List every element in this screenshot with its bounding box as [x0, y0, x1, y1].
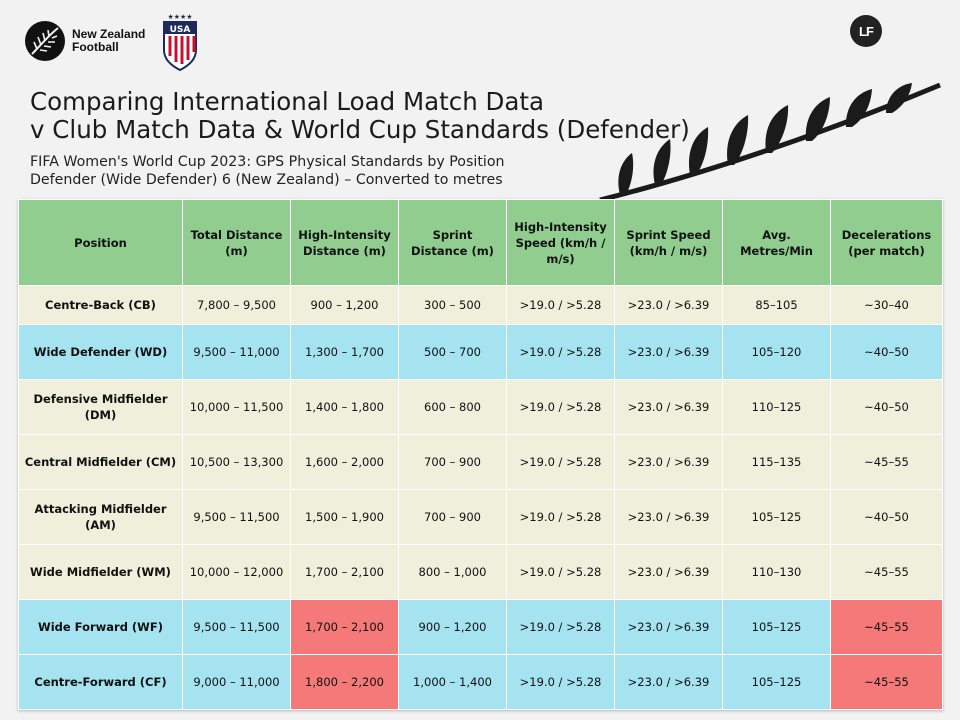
gps-standards-table: Position Total Distance (m) High-Intensi…	[18, 199, 943, 710]
column-header-decelerations: Decelerations (per match)	[830, 199, 943, 286]
table-cell: >19.0 / >5.28	[506, 379, 615, 435]
table-row: Attacking Midfielder (AM) 9,500 – 11,500…	[18, 489, 943, 545]
page-subtitle: FIFA Women's World Cup 2023: GPS Physica…	[30, 153, 505, 189]
table-cell: >23.0 / >6.39	[614, 285, 723, 325]
table-cell: 300 – 500	[398, 285, 507, 325]
table-row: Centre-Forward (CF) 9,000 – 11,000 1,800…	[18, 654, 943, 710]
position-cell: Centre-Back (CB)	[18, 285, 183, 325]
table-cell: 700 – 900	[398, 489, 507, 545]
position-cell: Wide Forward (WF)	[18, 599, 183, 655]
table-cell: 9,500 – 11,500	[182, 489, 291, 545]
table-cell: 105–125	[722, 599, 831, 655]
position-cell: Defensive Midfielder (DM)	[18, 379, 183, 435]
table-cell: >23.0 / >6.39	[614, 379, 723, 435]
table-cell: 600 – 800	[398, 379, 507, 435]
column-header-position: Position	[18, 199, 183, 286]
table-cell: ~30–40	[830, 285, 943, 325]
table-cell: >23.0 / >6.39	[614, 489, 723, 545]
table-cell: 105–120	[722, 324, 831, 380]
table-cell: >19.0 / >5.28	[506, 489, 615, 545]
highlighted-cell: ~45–55	[830, 654, 943, 710]
table-cell: 500 – 700	[398, 324, 507, 380]
new-zealand-football-logo: New Zealand Football	[24, 20, 145, 62]
position-cell: Wide Midfielder (WM)	[18, 544, 183, 600]
table-cell: 110–130	[722, 544, 831, 600]
table-cell: 1,700 – 2,100	[290, 544, 399, 600]
table-cell: >19.0 / >5.28	[506, 599, 615, 655]
table-cell: ~40–50	[830, 489, 943, 545]
table-cell: 1,300 – 1,700	[290, 324, 399, 380]
table-cell: 85–105	[722, 285, 831, 325]
nzf-logo-line1: New Zealand	[72, 27, 146, 41]
table-cell: ~40–50	[830, 379, 943, 435]
table-cell: 9,500 – 11,000	[182, 324, 291, 380]
table-cell: >19.0 / >5.28	[506, 654, 615, 710]
table-row: Wide Midfielder (WM) 10,000 – 12,000 1,7…	[18, 544, 943, 600]
position-cell: Attacking Midfielder (AM)	[18, 489, 183, 545]
table-cell: 10,500 – 13,300	[182, 434, 291, 490]
us-soccer-crest: ★★★★ USA	[160, 12, 200, 76]
table-cell: >23.0 / >6.39	[614, 599, 723, 655]
table-row: Central Midfielder (CM) 10,500 – 13,300 …	[18, 434, 943, 490]
table-cell: 10,000 – 12,000	[182, 544, 291, 600]
table-cell: 700 – 900	[398, 434, 507, 490]
table-cell: 1,400 – 1,800	[290, 379, 399, 435]
table-cell: 800 – 1,000	[398, 544, 507, 600]
column-header-sprint-speed: Sprint Speed (km/h / m/s)	[614, 199, 723, 286]
column-header-high-intensity-speed: High-Intensity Speed (km/h / m/s)	[506, 199, 615, 286]
lf-logo: LF	[850, 15, 882, 47]
nzf-logo-line2: Football	[72, 40, 119, 54]
position-cell: Centre-Forward (CF)	[18, 654, 183, 710]
subtitle-line-2: Defender (Wide Defender) 6 (New Zealand)…	[30, 172, 503, 188]
column-header-avg-metres-min: Avg. Metres/Min	[722, 199, 831, 286]
table-cell: 1,000 – 1,400	[398, 654, 507, 710]
table-cell: >23.0 / >6.39	[614, 654, 723, 710]
position-cell: Central Midfielder (CM)	[18, 434, 183, 490]
title-line-2: v Club Match Data & World Cup Standards …	[30, 115, 690, 144]
highlighted-cell: 1,700 – 2,100	[290, 599, 399, 655]
svg-text:USA: USA	[170, 25, 191, 35]
table-cell: >19.0 / >5.28	[506, 544, 615, 600]
table-cell: 9,000 – 11,000	[182, 654, 291, 710]
table-cell: >19.0 / >5.28	[506, 324, 615, 380]
silver-fern-decoration	[599, 82, 941, 203]
column-header-high-intensity-distance: High-Intensity Distance (m)	[290, 199, 399, 286]
table-cell: 110–125	[722, 379, 831, 435]
page-title: Comparing International Load Match Data …	[30, 88, 690, 144]
table-cell: 7,800 – 9,500	[182, 285, 291, 325]
table-cell: 115–135	[722, 434, 831, 490]
table-cell: >19.0 / >5.28	[506, 434, 615, 490]
table-cell: 900 – 1,200	[398, 599, 507, 655]
table-cell: >23.0 / >6.39	[614, 324, 723, 380]
table-row: Wide Forward (WF) 9,500 – 11,500 1,700 –…	[18, 599, 943, 655]
fern-icon	[25, 21, 65, 61]
table-header-row: Position Total Distance (m) High-Intensi…	[18, 199, 943, 286]
column-header-sprint-distance: Sprint Distance (m)	[398, 199, 507, 286]
column-header-total-distance: Total Distance (m)	[182, 199, 291, 286]
table-cell: 1,600 – 2,000	[290, 434, 399, 490]
us-soccer-crest-icon: ★★★★ USA	[163, 13, 197, 72]
table-cell: ~45–55	[830, 544, 943, 600]
highlighted-cell: ~45–55	[830, 599, 943, 655]
subtitle-line-1: FIFA Women's World Cup 2023: GPS Physica…	[30, 154, 505, 170]
svg-text:★★★★: ★★★★	[167, 13, 192, 21]
table-cell: >19.0 / >5.28	[506, 285, 615, 325]
table-cell: 9,500 – 11,500	[182, 599, 291, 655]
table-row: Centre-Back (CB) 7,800 – 9,500 900 – 1,2…	[18, 285, 943, 325]
table-row: Defensive Midfielder (DM) 10,000 – 11,50…	[18, 379, 943, 435]
table-cell: 105–125	[722, 489, 831, 545]
table-cell: >23.0 / >6.39	[614, 434, 723, 490]
table-cell: 1,500 – 1,900	[290, 489, 399, 545]
table-cell: ~45–55	[830, 434, 943, 490]
position-cell: Wide Defender (WD)	[18, 324, 183, 380]
highlighted-cell: 1,800 – 2,200	[290, 654, 399, 710]
table-cell: 900 – 1,200	[290, 285, 399, 325]
title-line-1: Comparing International Load Match Data	[30, 87, 545, 116]
table-cell: >23.0 / >6.39	[614, 544, 723, 600]
table-cell: ~40–50	[830, 324, 943, 380]
table-cell: 105–125	[722, 654, 831, 710]
table-cell: 10,000 – 11,500	[182, 379, 291, 435]
table-row: Wide Defender (WD) 9,500 – 11,000 1,300 …	[18, 324, 943, 380]
